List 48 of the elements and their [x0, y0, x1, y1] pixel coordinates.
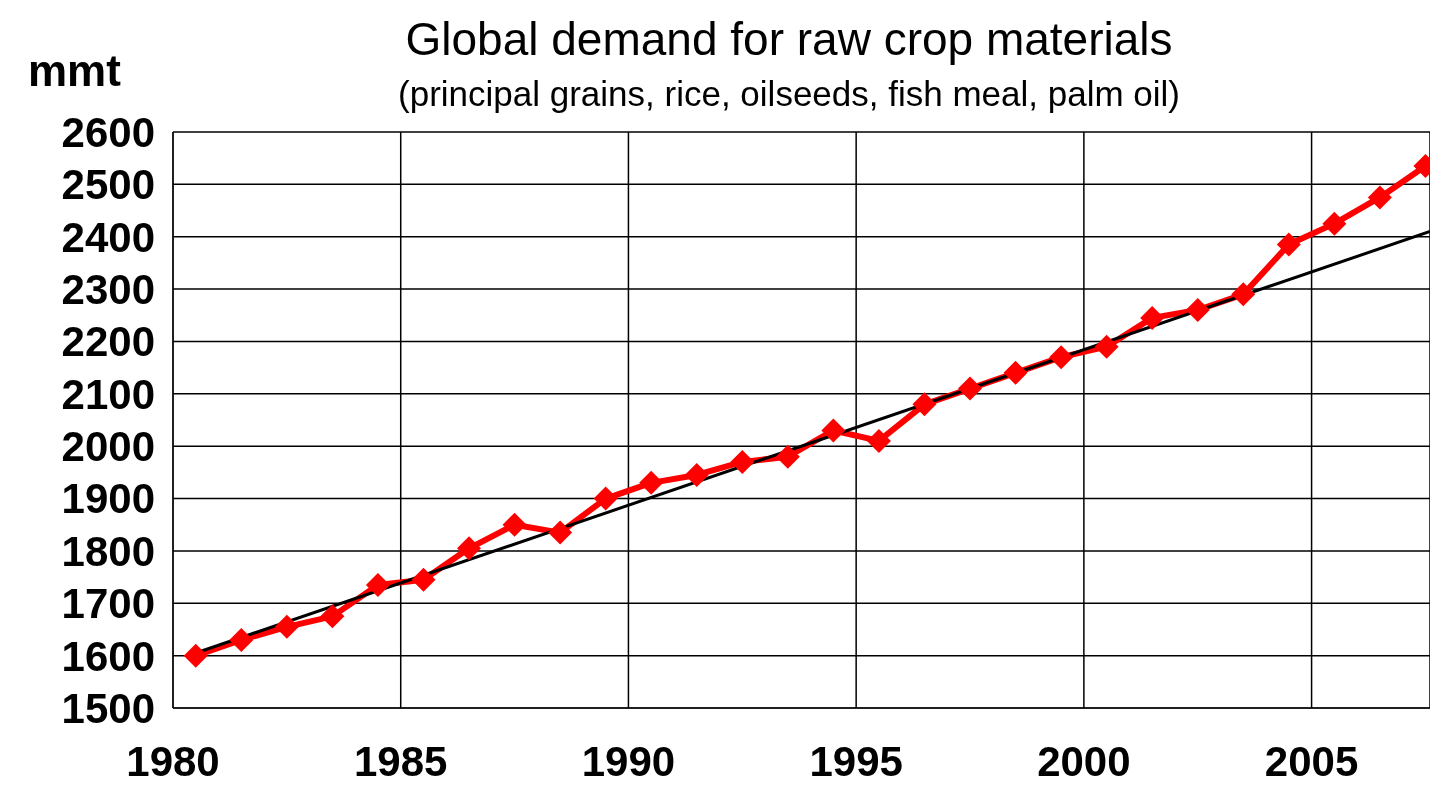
chart-title: Global demand for raw crop materials	[405, 13, 1173, 65]
x-tick-label: 1995	[809, 737, 903, 785]
chart-subtitle: (principal grains, rice, oilseeds, fish meal, palm oil)	[398, 74, 1180, 113]
point	[958, 376, 983, 401]
point	[866, 428, 891, 453]
y-tick-label: 2300	[61, 266, 155, 313]
x-tick-label: 1980	[126, 737, 220, 785]
point	[1231, 282, 1256, 307]
y-tick-label: 1500	[61, 684, 155, 732]
y-tick-label: 2400	[61, 213, 155, 261]
y-tick-label: 2200	[61, 318, 155, 366]
point	[1185, 298, 1210, 323]
y-tick-label: 1600	[61, 632, 155, 680]
y-axis-title: mmt	[28, 46, 121, 96]
point	[775, 444, 800, 469]
point	[502, 512, 527, 537]
point	[365, 572, 390, 597]
point	[684, 462, 709, 487]
x-tick-label: 2000	[1037, 737, 1131, 785]
point	[1367, 185, 1392, 210]
point	[1140, 305, 1165, 330]
point	[548, 520, 573, 545]
y-tick-label: 1700	[61, 580, 155, 628]
point	[593, 486, 618, 511]
point	[1322, 211, 1347, 236]
point	[1003, 360, 1028, 385]
y-tick-label: 2000	[61, 423, 155, 471]
point	[274, 614, 299, 639]
point	[183, 643, 208, 668]
x-tick-label: 1990	[581, 737, 676, 785]
x-tick-label: 2005	[1264, 737, 1359, 785]
point	[1276, 232, 1301, 257]
y-tick-label: 1900	[61, 475, 155, 523]
point	[912, 392, 937, 417]
point	[639, 470, 664, 495]
point	[320, 604, 345, 629]
y-tick-label: 2500	[61, 161, 155, 209]
point	[411, 567, 436, 592]
x-tick-label: 1985	[354, 737, 448, 785]
point	[1049, 345, 1074, 370]
y-tick-label: 2600	[61, 108, 155, 156]
point	[457, 536, 482, 561]
point	[1094, 334, 1119, 359]
point	[730, 449, 755, 474]
point	[821, 418, 846, 443]
y-tick-label: 1800	[61, 527, 155, 575]
y-tick-label: 2100	[61, 370, 155, 418]
point	[229, 627, 254, 652]
